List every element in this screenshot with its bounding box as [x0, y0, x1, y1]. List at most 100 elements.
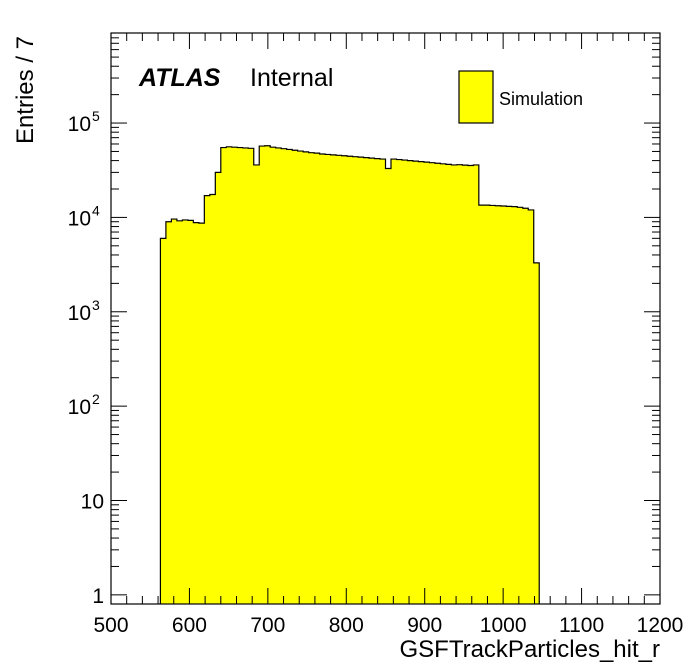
- histogram-bin: [193, 222, 200, 605]
- histogram-bin: [363, 157, 370, 604]
- histogram-bin: [385, 168, 392, 604]
- histogram-bin: [220, 147, 227, 604]
- internal-label: Internal: [250, 64, 333, 92]
- histogram-bin: [270, 147, 277, 604]
- histogram-bin: [445, 164, 452, 604]
- histogram-bin: [434, 163, 441, 605]
- histogram-bin: [456, 164, 463, 604]
- histogram-bin: [336, 155, 342, 605]
- histogram-bin: [407, 160, 414, 604]
- x-tick-label: 600: [172, 614, 207, 637]
- histogram-bars: [160, 145, 540, 605]
- histogram-bin: [440, 163, 447, 604]
- x-tick-label: 1100: [559, 614, 604, 637]
- histogram-bin: [160, 238, 167, 604]
- x-tick-label: 1000: [480, 614, 527, 637]
- x-tick-label: 900: [407, 614, 442, 637]
- histogram-bin: [319, 153, 326, 605]
- histogram-bin: [467, 165, 474, 605]
- histogram-bin: [489, 205, 496, 604]
- histogram-bin: [347, 156, 353, 604]
- svg-text:10: 10: [68, 207, 91, 230]
- histogram-bin: [380, 159, 386, 604]
- histogram-bin: [171, 219, 178, 604]
- histogram-bin: [522, 208, 529, 604]
- histogram-bin: [352, 156, 359, 604]
- histogram-bin: [182, 219, 189, 604]
- x-tick-labels: 500 600 700 800 900 1000 1100 1200: [93, 614, 683, 637]
- histogram-bin: [478, 205, 485, 604]
- histogram-bin: [204, 195, 211, 604]
- histogram-bin: [237, 147, 244, 604]
- histogram-bin: [369, 158, 375, 604]
- histogram-bin: [226, 146, 233, 604]
- legend-entry-simulation: Simulation: [499, 89, 583, 109]
- histogram-bin: [209, 194, 216, 604]
- histogram-bin: [248, 148, 255, 604]
- histogram-outline: [159, 145, 540, 604]
- histogram-bin: [511, 206, 518, 604]
- y-tick-label: 1: [92, 585, 104, 608]
- histogram-bin: [473, 164, 480, 605]
- svg-text:4: 4: [92, 202, 100, 218]
- plot-frame: [110, 32, 661, 605]
- svg-text:10: 10: [68, 396, 91, 419]
- atlas-label: ATLAS: [138, 64, 221, 92]
- y-tick-label: 10 2: [68, 391, 100, 419]
- histogram-bin: [292, 150, 299, 605]
- histogram-bin: [325, 154, 331, 604]
- svg-text:3: 3: [92, 297, 100, 313]
- legend-swatch: [458, 70, 494, 124]
- histogram-bin: [401, 160, 408, 604]
- histogram-bin: [423, 162, 430, 604]
- histogram-bin: [390, 159, 397, 604]
- histogram-bin: [275, 147, 282, 604]
- histogram-bin: [242, 147, 249, 604]
- histogram-bin: [330, 154, 337, 605]
- svg-text:10: 10: [81, 490, 104, 513]
- histogram-bin: [462, 165, 469, 604]
- svg-text:1: 1: [92, 585, 104, 608]
- histogram-bin: [198, 223, 205, 604]
- histogram-bin: [451, 164, 458, 605]
- y-tick-label: 10 5: [68, 108, 100, 136]
- histogram-bin: [281, 148, 288, 604]
- histogram-bin: [506, 206, 513, 604]
- histogram-bin: [495, 205, 502, 604]
- histogram-bin: [517, 207, 524, 604]
- histogram-bin: [358, 157, 364, 605]
- histogram-bin: [429, 162, 436, 604]
- histogram-bin: [341, 155, 348, 604]
- histogram-bin: [308, 152, 315, 604]
- x-axis-label: GSFTrackParticles_hit_r: [399, 636, 660, 663]
- histogram-bin: [253, 164, 260, 605]
- histogram-bin: [314, 153, 321, 605]
- histogram-bin: [231, 147, 238, 604]
- histogram-bin: [215, 172, 222, 604]
- y-tick-label: 10: [81, 490, 104, 513]
- axis-ticks: [110, 32, 661, 604]
- histogram-bin: [412, 161, 419, 604]
- histogram-bin: [303, 151, 310, 605]
- histogram-bin: [533, 262, 540, 604]
- histogram-bin: [297, 151, 304, 604]
- histogram-bin: [396, 159, 403, 604]
- histogram-bin: [187, 220, 194, 604]
- histogram-bin: [286, 149, 293, 604]
- histogram-bin: [484, 205, 491, 604]
- svg-text:5: 5: [92, 108, 100, 124]
- legend: Simulation: [458, 70, 583, 124]
- histogram-bin: [528, 209, 535, 605]
- svg-text:10: 10: [68, 302, 91, 325]
- histogram-bin: [264, 145, 271, 604]
- histogram-bin: [418, 161, 425, 604]
- histogram-bin: [259, 146, 266, 604]
- histogram-bin: [165, 221, 172, 605]
- x-tick-label: 500: [93, 614, 128, 637]
- x-tick-label: 1200: [637, 614, 684, 637]
- histogram-bin: [374, 158, 381, 604]
- histogram-bin: [176, 220, 183, 604]
- svg-text:10: 10: [68, 113, 91, 136]
